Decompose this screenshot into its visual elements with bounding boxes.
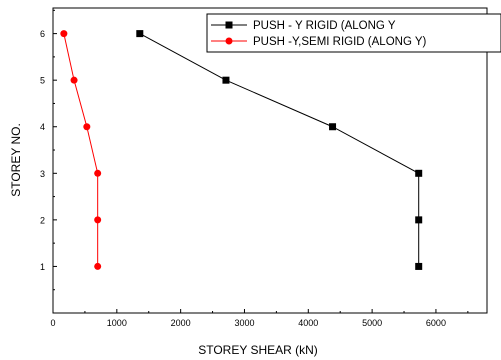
plot-frame bbox=[52, 7, 488, 314]
series-layer bbox=[60, 30, 423, 270]
x-tick-label: 3000 bbox=[234, 318, 254, 328]
data-point bbox=[94, 216, 102, 224]
legend: PUSH - Y RIGID (ALONG Y PUSH -Y,SEMI RIGI… bbox=[206, 13, 501, 53]
y-tick-label: 2 bbox=[40, 215, 45, 225]
data-point bbox=[70, 76, 78, 84]
x-tick-label: 1000 bbox=[107, 318, 127, 328]
data-point bbox=[83, 123, 91, 131]
series-line bbox=[139, 33, 420, 267]
series-line bbox=[63, 33, 99, 267]
series-1 bbox=[136, 30, 423, 270]
x-tick-label: 2000 bbox=[171, 318, 191, 328]
legend-label: PUSH - Y RIGID (ALONG Y bbox=[253, 20, 396, 32]
legend-label: PUSH -Y,SEMI RIGID (ALONG Y) bbox=[253, 36, 427, 48]
plot-border bbox=[52, 7, 488, 314]
legend-box bbox=[206, 13, 501, 53]
data-point bbox=[60, 30, 68, 38]
y-axis-title: STOREY NO. bbox=[9, 123, 23, 197]
x-tick-label: 6000 bbox=[426, 318, 446, 328]
data-point bbox=[94, 262, 102, 270]
data-point bbox=[415, 169, 423, 177]
data-point bbox=[94, 169, 102, 177]
x-tick-label: 5000 bbox=[362, 318, 382, 328]
data-point bbox=[415, 262, 423, 270]
x-tick-label: 0 bbox=[50, 318, 55, 328]
x-tick-label: 4000 bbox=[298, 318, 318, 328]
y-tick-label: 6 bbox=[40, 29, 45, 39]
x-axis-title: STOREY SHEAR (kN) bbox=[198, 343, 318, 357]
data-point bbox=[136, 30, 144, 38]
y-tick-label: 3 bbox=[40, 169, 45, 179]
series-2 bbox=[60, 30, 102, 270]
y-axis-ticks: 1 2 3 4 5 6 bbox=[40, 9, 57, 291]
legend-entry: PUSH - Y RIGID (ALONG Y bbox=[211, 20, 396, 32]
legend-marker bbox=[225, 37, 233, 45]
x-axis-ticks: 0 1000 2000 3000 4000 5000 6000 bbox=[50, 309, 469, 328]
legend-entry: PUSH -Y,SEMI RIGID (ALONG Y) bbox=[211, 36, 427, 48]
legend-marker bbox=[225, 21, 233, 29]
data-point bbox=[222, 76, 230, 84]
y-tick-label: 1 bbox=[40, 262, 45, 272]
data-point bbox=[329, 123, 337, 131]
y-tick-label: 5 bbox=[40, 76, 45, 86]
y-tick-label: 4 bbox=[40, 122, 45, 132]
data-point bbox=[415, 216, 423, 224]
